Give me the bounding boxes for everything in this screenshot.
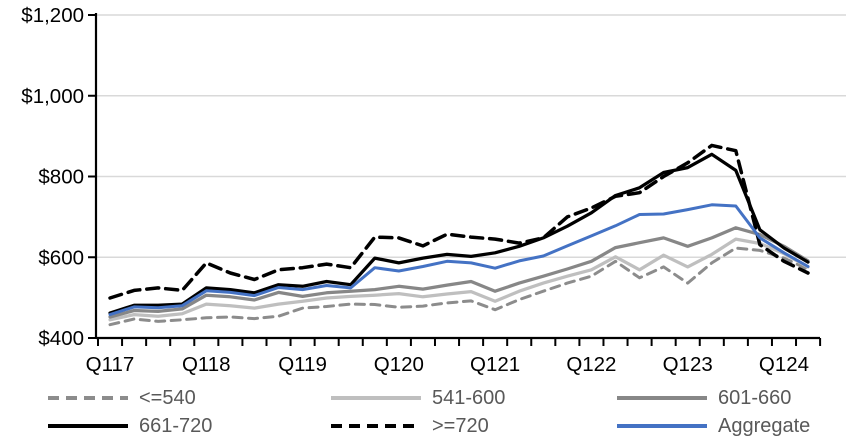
series-line--540 xyxy=(108,246,810,327)
x-tick-label: Q119 xyxy=(278,353,327,376)
x-tick-label: Q121 xyxy=(470,353,520,376)
series-line-601-660 xyxy=(108,226,810,319)
x-tick-label: Q120 xyxy=(374,353,424,376)
x-tick-label: Q122 xyxy=(566,353,616,376)
y-tick-label: $400 xyxy=(38,327,84,350)
series-line--720 xyxy=(108,143,810,300)
legend-label-541-600: 541-600 xyxy=(432,386,506,409)
legend-item-541-600: 541-600 xyxy=(331,385,505,411)
legend-sample-601-660-line xyxy=(617,396,707,400)
x-tick-label: Q118 xyxy=(182,353,231,376)
x-tick-label: Q123 xyxy=(663,353,713,376)
legend-sample-ge-720-dashed-line xyxy=(331,424,421,428)
legend-sample-aggregate-line xyxy=(617,424,707,428)
legend-item-601-660: 601-660 xyxy=(617,385,791,411)
y-tick-label: $800 xyxy=(38,166,84,189)
legend-item-661-720: 661-720 xyxy=(48,413,212,439)
legend-sample-541-600-line xyxy=(331,396,421,400)
series-line-aggregate xyxy=(108,203,810,317)
legend-item-le-540: <=540 xyxy=(48,385,196,411)
legend-sample-661-720-line xyxy=(48,424,128,428)
chart-svg: $400 $600 $800 $1,000 $1,200 Q117 Q118 Q119 Q120… xyxy=(21,4,846,376)
legend-label-601-660: 601-660 xyxy=(718,386,792,409)
legend-label-661-720: 661-720 xyxy=(139,414,213,437)
legend-item-aggregate: Aggregate xyxy=(617,413,810,439)
legend-label-ge-720: >=720 xyxy=(432,414,489,437)
legend-label-aggregate: Aggregate xyxy=(718,414,811,437)
legend-sample-le-540-dashed-line xyxy=(48,396,128,400)
series-line-661-720 xyxy=(108,152,810,315)
legend-label-le-540: <=540 xyxy=(139,386,196,409)
x-tick-label: Q124 xyxy=(759,353,809,376)
x-tick-label: Q117 xyxy=(86,353,135,376)
y-tick-label: $1,000 xyxy=(21,85,84,108)
legend-item-ge-720: >=720 xyxy=(331,413,489,439)
y-tick-label: $600 xyxy=(38,246,84,269)
series-line-541-600 xyxy=(108,237,810,322)
y-tick-label: $1,200 xyxy=(21,4,84,27)
